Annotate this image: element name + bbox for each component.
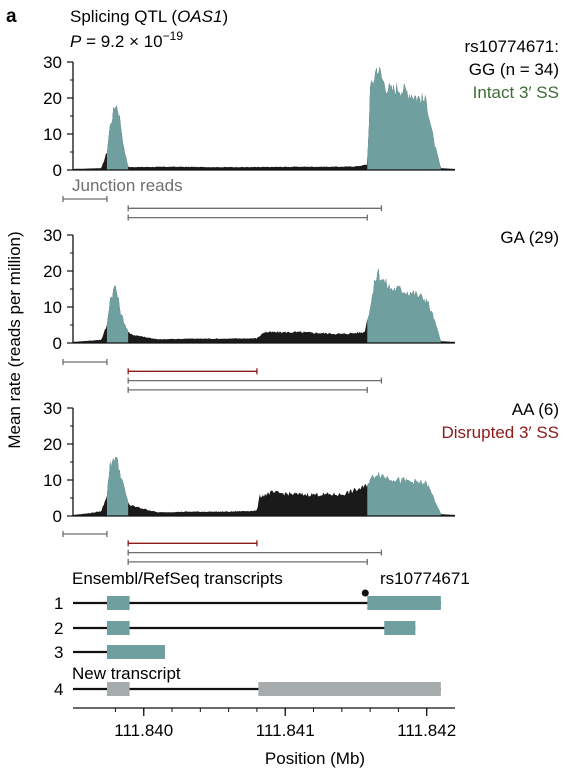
snp-label: rs10774671 <box>380 569 470 588</box>
transcript-exon-1-2 <box>367 596 441 610</box>
transcript-exon-2-2 <box>384 621 416 635</box>
x-axis-label: Position (Mb) <box>265 749 365 768</box>
transcript-number-1: 1 <box>54 594 63 613</box>
y-tick-label-3-30: 30 <box>43 399 62 418</box>
title-close: ) <box>222 7 228 26</box>
p-value: P = 9.2 × 10−19 <box>70 29 183 51</box>
y-tick-label-1-0: 0 <box>53 161 62 180</box>
y-axis-label: Mean rate (reads per million) <box>5 231 24 448</box>
y-tick-label-1-10: 10 <box>43 125 62 144</box>
panel-header-2-1: GA (29) <box>500 228 559 247</box>
panel-header-1-1: rs10774671: <box>464 37 559 56</box>
coverage-intron-3 <box>73 456 455 516</box>
y-tick-label-3-0: 0 <box>53 507 62 526</box>
transcript-number-4: 4 <box>54 680 63 699</box>
junction-reads-label: Junction reads <box>72 176 183 195</box>
transcript-exon-2-1 <box>106 621 130 635</box>
y-tick-label-2-20: 20 <box>43 262 62 281</box>
y-tick-label-3-20: 20 <box>43 435 62 454</box>
snp-marker <box>361 589 369 597</box>
title-plain: Splicing QTL ( <box>70 7 177 26</box>
transcript-exon-4-2 <box>258 682 441 696</box>
transcript-exon-4-1 <box>106 682 130 696</box>
transcript-exon-1-1 <box>106 596 130 610</box>
x-tick-label-1: 111.840 <box>114 721 173 740</box>
x-tick-label-3: 111.842 <box>397 721 456 740</box>
transcript-number-2: 2 <box>54 619 63 638</box>
x-tick-label-2: 111.841 <box>256 721 315 740</box>
figure-title: Splicing QTL (OAS1) <box>70 7 228 26</box>
coverage-exon-2 <box>106 268 441 343</box>
title-gene: OAS1 <box>177 7 222 26</box>
new-transcript-label: New transcript <box>72 664 181 683</box>
p-value-symbol: P <box>70 32 82 51</box>
y-tick-label-1-30: 30 <box>43 53 62 72</box>
panel-header-3-1: AA (6) <box>512 400 559 419</box>
y-tick-label-1-20: 20 <box>43 89 62 108</box>
panel-status-3: Disrupted 3′ SS <box>441 423 559 442</box>
transcript-exon-3-1 <box>106 645 165 659</box>
transcript-number-3: 3 <box>54 643 63 662</box>
transcripts-label: Ensembl/RefSeq transcripts <box>72 569 283 588</box>
panel-status-1: Intact 3′ SS <box>473 83 559 102</box>
y-tick-label-2-30: 30 <box>43 226 62 245</box>
panel-letter: a <box>6 6 17 27</box>
panel-header-1-2: GG (n = 34) <box>469 60 559 79</box>
y-tick-label-2-10: 10 <box>43 298 62 317</box>
y-tick-label-3-10: 10 <box>43 471 62 490</box>
coverage-exon-1 <box>106 66 441 170</box>
y-tick-label-2-0: 0 <box>53 334 62 353</box>
p-value-text: = 9.2 × 10 <box>81 32 162 51</box>
p-value-exponent: −19 <box>163 29 184 43</box>
